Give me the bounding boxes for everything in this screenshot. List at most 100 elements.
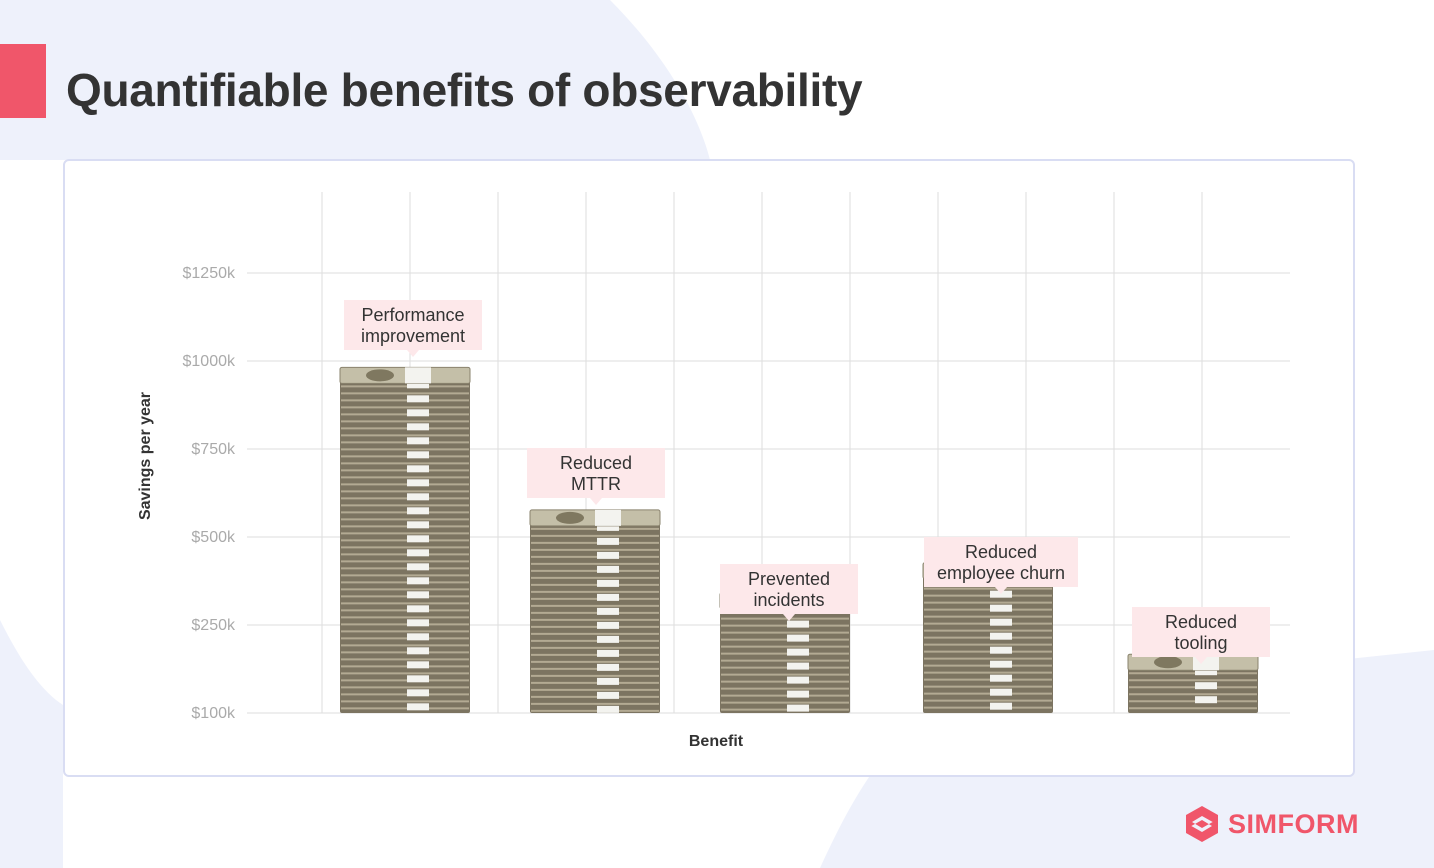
- y-axis-label: Savings per year: [137, 392, 154, 520]
- callout-label: Prevented: [748, 569, 830, 589]
- callout-pointer: [783, 614, 795, 621]
- money-band: [597, 565, 619, 573]
- money-band: [407, 451, 429, 459]
- money-band: [597, 551, 619, 559]
- money-band: [407, 703, 429, 711]
- x-axis-label: Benefit: [689, 733, 744, 750]
- money-band: [407, 479, 429, 487]
- money-band: [407, 577, 429, 585]
- bar-body: [530, 515, 660, 713]
- bar-body: [720, 598, 850, 713]
- money-band: [407, 563, 429, 571]
- callout-label: Reduced: [1165, 612, 1237, 632]
- y-tick-label: $250k: [191, 617, 236, 634]
- callout-pointer: [590, 498, 602, 505]
- money-band: [407, 507, 429, 515]
- money-band: [407, 689, 429, 697]
- bar-body: [340, 373, 470, 713]
- money-band: [597, 621, 619, 629]
- money-band: [787, 690, 809, 698]
- money-band: [787, 648, 809, 656]
- callout-label: improvement: [361, 326, 465, 346]
- money-band: [597, 677, 619, 685]
- callout-pointer: [1195, 657, 1207, 664]
- money-band: [407, 619, 429, 627]
- money-band: [990, 590, 1012, 598]
- top-band: [405, 367, 431, 384]
- money-band: [407, 395, 429, 403]
- money-band: [597, 635, 619, 643]
- money-band: [990, 674, 1012, 682]
- y-tick-label: $1000k: [183, 353, 236, 370]
- simform-logo-icon: [1186, 806, 1218, 842]
- callout-box: [1132, 607, 1270, 657]
- background-blob-top: [0, 0, 710, 160]
- background-blob-left: [0, 620, 63, 868]
- money-band: [407, 381, 429, 389]
- money-band: [1195, 682, 1217, 690]
- bill-portrait: [1154, 656, 1182, 669]
- simform-logo: SIMFORM: [1182, 804, 1359, 844]
- bar-money-stack: [339, 366, 471, 713]
- money-band: [990, 618, 1012, 626]
- callout-box: [344, 300, 482, 350]
- money-band: [990, 702, 1012, 710]
- callout-label: tooling: [1174, 633, 1227, 653]
- money-band: [597, 663, 619, 671]
- money-band: [787, 676, 809, 684]
- money-band: [407, 437, 429, 445]
- money-band: [407, 675, 429, 683]
- title-accent-bar: [0, 44, 46, 118]
- money-band: [407, 605, 429, 613]
- bar-money-stack: [529, 509, 661, 713]
- y-tick-label: $100k: [191, 705, 236, 722]
- money-band: [597, 593, 619, 601]
- money-band: [597, 649, 619, 657]
- money-band: [407, 493, 429, 501]
- money-band: [787, 634, 809, 642]
- y-tick-label: $500k: [191, 529, 236, 546]
- bill-portrait: [556, 511, 584, 524]
- page-title: Quantifiable benefits of observability: [66, 64, 863, 116]
- bar-body: [923, 568, 1053, 713]
- bar-money-stack: [1127, 653, 1259, 713]
- callout-label: Reduced: [965, 542, 1037, 562]
- money-band: [407, 633, 429, 641]
- callout-pointer: [407, 350, 419, 357]
- money-band: [990, 660, 1012, 668]
- callout-box: [720, 564, 858, 614]
- top-band: [595, 509, 621, 526]
- money-band: [597, 579, 619, 587]
- money-band: [990, 632, 1012, 640]
- money-band: [597, 691, 619, 699]
- callout-box: [924, 537, 1078, 587]
- callout-pointer: [995, 587, 1007, 594]
- money-band: [597, 705, 619, 713]
- callout-label: employee churn: [937, 563, 1065, 583]
- y-tick-label: $750k: [191, 441, 236, 458]
- money-band: [787, 620, 809, 628]
- money-band: [407, 661, 429, 669]
- callout-label: incidents: [753, 590, 824, 610]
- y-tick-label: $1250k: [183, 265, 236, 282]
- money-band: [407, 549, 429, 557]
- money-band: [1195, 696, 1217, 704]
- callout-label: MTTR: [571, 474, 621, 494]
- money-band: [407, 535, 429, 543]
- money-band: [990, 604, 1012, 612]
- callout-label: Performance: [361, 305, 464, 325]
- money-band: [407, 647, 429, 655]
- money-band: [407, 521, 429, 529]
- logo-text: SIMFORM: [1228, 808, 1359, 839]
- callout-box: [527, 448, 665, 498]
- money-band: [407, 423, 429, 431]
- money-band: [597, 523, 619, 531]
- money-band: [407, 409, 429, 417]
- money-band: [990, 688, 1012, 696]
